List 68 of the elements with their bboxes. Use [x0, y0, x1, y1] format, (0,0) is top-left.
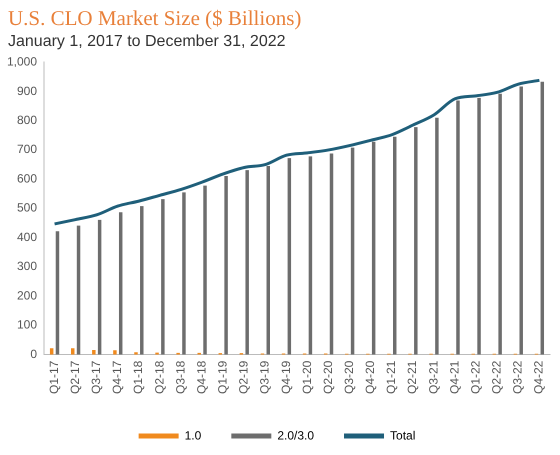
x-tick-label: Q1-20: [300, 360, 314, 394]
x-tick-label: Q1-18: [131, 360, 146, 394]
bar: [245, 170, 249, 355]
bar: [224, 176, 228, 355]
y-tick-label: 100: [17, 318, 38, 332]
chart-title: U.S. CLO Market Size ($ Billions): [8, 6, 302, 30]
legend-label: 1.0: [184, 428, 202, 442]
bar: [498, 94, 502, 355]
x-tick-label: Q4-21: [447, 360, 462, 394]
line-series: [53, 78, 541, 226]
x-tick-label: Q2-19: [236, 360, 251, 394]
x-tick-label: Q3-19: [258, 360, 272, 394]
bar: [76, 226, 80, 355]
y-tick-label: 700: [17, 142, 38, 156]
x-tick-label: Q1-17: [46, 360, 61, 394]
bar: [203, 186, 207, 355]
bar: [456, 100, 460, 355]
y-tick-label: 800: [17, 113, 38, 127]
x-tick-label: Q4-22: [532, 360, 546, 394]
bar: [113, 350, 117, 355]
legend-label: 2.0/3.0: [277, 428, 314, 442]
y-tick-label: 200: [17, 288, 38, 302]
bar: [308, 156, 312, 355]
bar: [92, 350, 96, 355]
x-tick-label: Q3-18: [173, 360, 188, 394]
y-tick-label: 400: [17, 230, 38, 244]
y-tick-label: 500: [17, 200, 38, 215]
x-tick-label: Q3-21: [426, 360, 440, 394]
bar: [540, 82, 544, 355]
bar: [519, 86, 523, 355]
y-tick-label: 900: [17, 84, 38, 98]
bar: [414, 127, 418, 355]
bar: [266, 166, 270, 355]
bar: [182, 192, 186, 355]
bar: [477, 98, 481, 355]
x-tick-label: Q3-17: [89, 360, 104, 394]
x-tick-label: Q3-22: [510, 360, 525, 394]
bar: [50, 348, 54, 355]
x-tick-label: Q1-19: [216, 360, 230, 394]
bar: [118, 212, 122, 355]
x-tick-label: Q1-22: [468, 360, 482, 394]
x-tick-label: Q2-17: [68, 360, 82, 394]
bar: [372, 142, 376, 355]
bar: [161, 199, 165, 355]
legend-label: Total: [390, 428, 416, 442]
bar: [71, 348, 74, 355]
x-tick-label: Q4-20: [363, 360, 378, 394]
x-tick-label: Q2-18: [152, 360, 166, 394]
x-tick-label: Q4-18: [194, 360, 208, 394]
bar: [288, 158, 292, 355]
chart-subtitle: January 1, 2017 to December 31, 2022: [8, 32, 287, 52]
x-tick-label: Q4-17: [110, 360, 124, 394]
x-tick-label: Q2-20: [320, 360, 335, 394]
bar: [350, 148, 354, 355]
x-tick-label: Q2-21: [405, 360, 420, 394]
bar: [56, 231, 60, 355]
y-tick-label: 300: [17, 259, 38, 274]
bar: [435, 118, 439, 355]
x-tick-label: Q3-20: [342, 360, 356, 394]
bar: [392, 136, 396, 355]
x-tick-label: Q4-19: [278, 360, 293, 394]
y-tick-label: 1,000: [7, 54, 38, 69]
x-tick-label: Q2-22: [490, 360, 504, 394]
x-tick-label: Q1-21: [384, 360, 398, 394]
y-tick-label: 0: [30, 346, 38, 361]
bar: [140, 206, 144, 355]
y-tick-label: 600: [17, 171, 38, 186]
bar: [98, 220, 102, 355]
